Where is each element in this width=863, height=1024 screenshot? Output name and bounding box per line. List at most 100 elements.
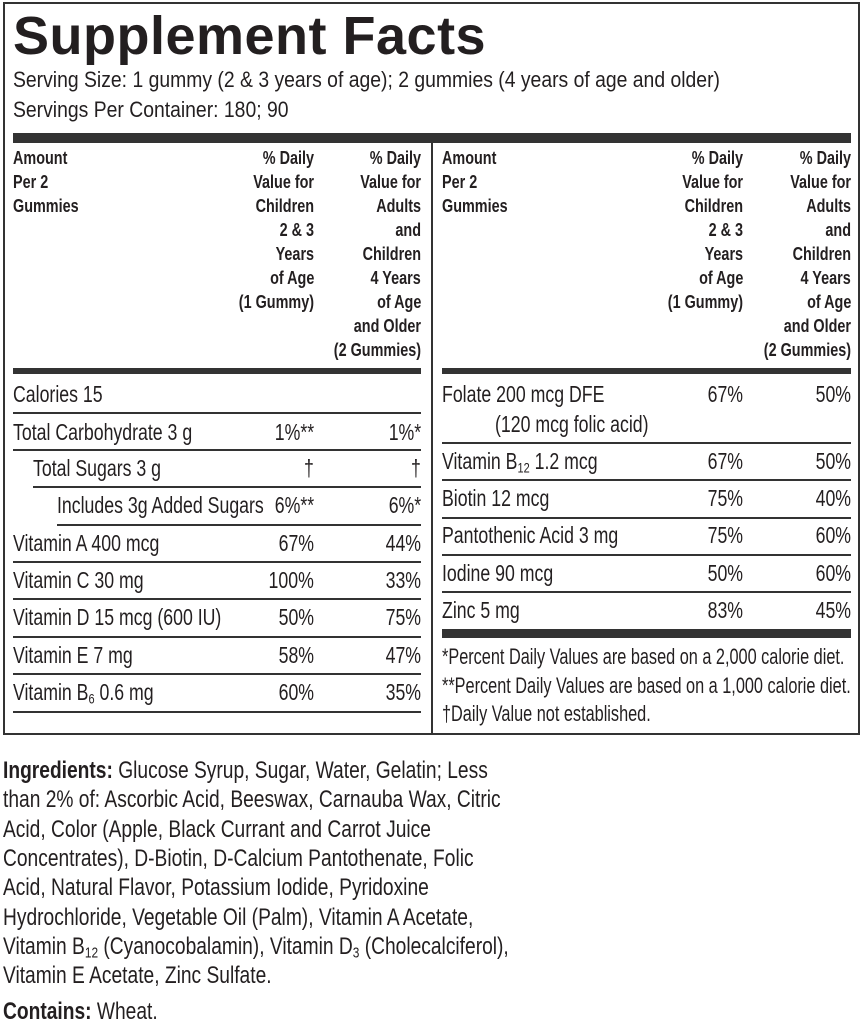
left-row-adults-dv: 35% bbox=[375, 677, 421, 707]
right-row-divider bbox=[442, 554, 851, 556]
nutrient-name: Vitamin B bbox=[442, 448, 518, 474]
header-adults-line: Adults bbox=[795, 194, 851, 218]
footnote-text: **Percent Daily Values are based on a 1,… bbox=[442, 673, 851, 698]
right-row-label: Folate 200 mcg DFE bbox=[442, 379, 653, 409]
footnote-text: *Percent Daily Values are based on a 2,0… bbox=[442, 644, 845, 669]
header-children-line-text: of Age bbox=[269, 268, 314, 288]
header-adults-line-text: (2 Gummies) bbox=[333, 340, 421, 360]
right-row-label: Vitamin B12 1.2 mcg bbox=[442, 446, 644, 476]
header-children-line-text: (1 Gummy) bbox=[238, 292, 314, 312]
header-amount-line: Per 2 bbox=[442, 170, 486, 194]
left-row-adults-dv: 75% bbox=[375, 602, 421, 632]
left-row-label: Vitamin D 15 mcg (600 IU) bbox=[13, 602, 284, 632]
header-children-line: (1 Gummy) bbox=[220, 290, 314, 314]
left-row-label-text: Vitamin E 7 mg bbox=[13, 640, 133, 670]
right-row-adults-dv: 60% bbox=[805, 520, 851, 550]
header-amount-line: Gummies bbox=[442, 194, 524, 218]
header-amount-line-text: Amount bbox=[13, 148, 68, 168]
header-adults-line-text: 4 Years bbox=[800, 268, 851, 288]
left-row-children-dv: 58% bbox=[268, 640, 314, 670]
right-row-adults-dv-text: 60% bbox=[815, 522, 851, 548]
serving-size-text: Serving Size: 1 gummy (2 & 3 years of ag… bbox=[13, 67, 720, 92]
header-adults-line-text: Value for bbox=[790, 172, 851, 192]
right-row-label-text: Biotin 12 mcg bbox=[442, 483, 549, 513]
header-adults-line-text: % Daily bbox=[799, 148, 851, 168]
ingredients-line-text: Concentrates), D-Biotin, D-Calcium Panto… bbox=[3, 844, 474, 874]
ingredients-line-text: Acid, Natural Flavor, Potassium Iodide, … bbox=[3, 873, 429, 903]
ingredients-text: Hydrochloride, Vegetable Oil (Palm), Vit… bbox=[3, 903, 474, 931]
header-amount-line-text: Gummies bbox=[13, 196, 79, 216]
left-row-label-text: Total Sugars 3 g bbox=[33, 453, 161, 483]
right-row-children-dv: 83% bbox=[697, 595, 743, 625]
contains-line-text: Contains: Wheat. bbox=[3, 997, 158, 1024]
left-row-label: Total Carbohydrate 3 g bbox=[13, 417, 246, 447]
header-adults-line-text: and Older bbox=[353, 316, 421, 336]
left-row-divider bbox=[13, 412, 421, 414]
header-amount-line-text: Gummies bbox=[442, 196, 508, 216]
ingredients-text: than 2% of: Ascorbic Acid, Beeswax, Carn… bbox=[3, 786, 501, 814]
ingredients-line: Ingredients: Glucose Syrup, Sugar, Water… bbox=[3, 756, 609, 786]
header-adults-line: of Age bbox=[796, 290, 851, 314]
header-adults-line-text: and Older bbox=[783, 316, 851, 336]
right-row-children-dv-text: 67% bbox=[707, 381, 743, 407]
left-row-label-text: Vitamin C 30 mg bbox=[13, 565, 144, 595]
right-row-adults-dv-text: 50% bbox=[815, 448, 851, 474]
right-row-label-text: Pantothenic Acid 3 mg bbox=[442, 520, 618, 550]
nutrient-name: Biotin 12 mcg bbox=[442, 485, 550, 511]
contains-line: Contains: Wheat. bbox=[3, 997, 196, 1024]
left-row-adults-dv: 47% bbox=[375, 640, 421, 670]
header-adults-line-text: (2 Gummies) bbox=[763, 340, 851, 360]
left-row-divider bbox=[13, 636, 421, 638]
header-children-line: 2 & 3 bbox=[700, 218, 743, 242]
nutrient-name: Total Sugars 3 g bbox=[33, 455, 161, 481]
right-row-label-text: Folate 200 mcg DFE bbox=[442, 379, 604, 409]
right-row-divider bbox=[442, 591, 851, 593]
left-row-children-dv-text: 6%** bbox=[274, 492, 314, 518]
right-row-adults-dv: 45% bbox=[805, 595, 851, 625]
right-row-adults-dv: 50% bbox=[805, 379, 851, 409]
ingredients-line-text: Vitamin E Acetate, Zinc Sulfate. bbox=[3, 961, 272, 991]
left-row-divider bbox=[13, 561, 421, 563]
left-row-children-dv: 100% bbox=[255, 565, 314, 595]
nutrient-name: Calories 15 bbox=[13, 381, 103, 407]
header-adults-line-text: 4 Years bbox=[370, 268, 421, 288]
right-row-label: Zinc 5 mg bbox=[442, 595, 543, 625]
header-children-line-text: 2 & 3 bbox=[279, 220, 314, 240]
left-row-label-text: Vitamin B6 0.6 mg bbox=[13, 677, 154, 707]
column-divider bbox=[431, 143, 433, 733]
header-amount-line: Per 2 bbox=[13, 170, 57, 194]
header-children-line-text: Children bbox=[255, 196, 314, 216]
left-row-children-dv: 6%** bbox=[263, 490, 314, 520]
left-row-adults-dv-text: 44% bbox=[385, 530, 421, 556]
nutrient-name: Pantothenic Acid 3 mg bbox=[442, 522, 619, 548]
header-children-line: % Daily bbox=[679, 146, 743, 170]
header-children-line-text: Value for bbox=[253, 172, 314, 192]
top-thick-rule bbox=[13, 133, 851, 143]
left-row-divider bbox=[33, 486, 421, 488]
ingredients-line: than 2% of: Ascorbic Acid, Beeswax, Carn… bbox=[3, 785, 625, 815]
header-children-line: Years bbox=[266, 242, 314, 266]
header-adults-line: Value for bbox=[775, 170, 851, 194]
ingredients-line: Acid, Natural Flavor, Potassium Iodide, … bbox=[3, 873, 535, 903]
right-row-adults-dv: 50% bbox=[805, 446, 851, 476]
footnote: †Daily Value not established. bbox=[442, 700, 724, 728]
serving-size: Serving Size: 1 gummy (2 & 3 years of ag… bbox=[13, 65, 816, 95]
contains-value: Wheat. bbox=[91, 998, 158, 1024]
header-adults-line: Value for bbox=[345, 170, 421, 194]
left-row-label-text: Vitamin A 400 mcg bbox=[13, 528, 159, 558]
left-row-label-text: Vitamin D 15 mcg (600 IU) bbox=[13, 602, 221, 632]
right-row-children-dv: 50% bbox=[697, 558, 743, 588]
left-row-children-dv-text: 1%** bbox=[274, 419, 314, 445]
contains-label: Contains: bbox=[3, 998, 92, 1024]
left-row-children-dv-text: 60% bbox=[278, 679, 314, 705]
left-row-divider bbox=[13, 673, 421, 675]
nutrient-amount: 1.2 mcg bbox=[529, 448, 598, 474]
left-row-children-dv: 60% bbox=[268, 677, 314, 707]
nutrient-name: Vitamin E 7 mg bbox=[13, 642, 133, 668]
left-row-adults-dv-text: 47% bbox=[385, 642, 421, 668]
header-children-line: (1 Gummy) bbox=[649, 290, 743, 314]
left-row-adults-dv: 44% bbox=[375, 528, 421, 558]
header-adults-line-text: Value for bbox=[360, 172, 421, 192]
subscript: 12 bbox=[517, 460, 530, 477]
